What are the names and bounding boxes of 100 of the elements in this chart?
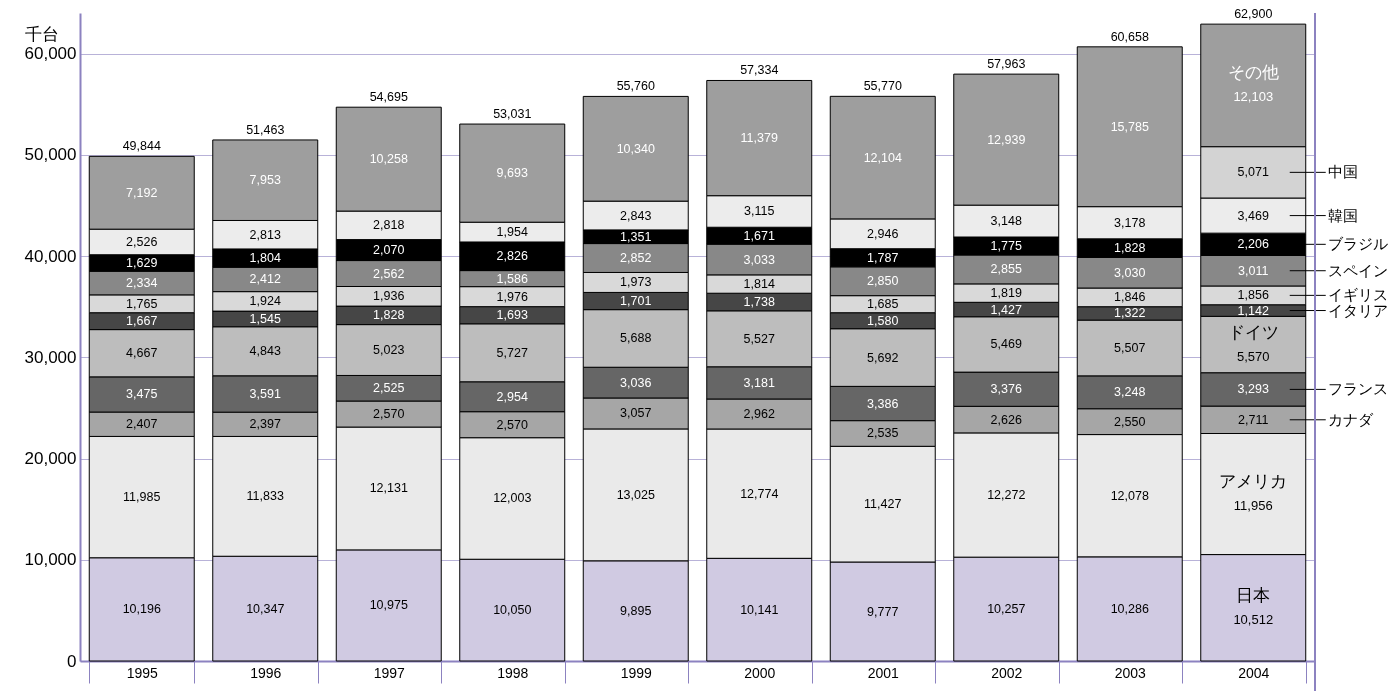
data-label: 1,828 [373, 308, 405, 323]
data-label: 1,954 [496, 225, 528, 240]
data-label: 13,025 [616, 487, 655, 502]
data-label: 1,629 [126, 255, 158, 270]
data-label: 3,057 [620, 406, 652, 421]
data-label: 10,512 [1233, 611, 1274, 627]
total-label: 57,963 [987, 57, 1026, 72]
data-label: 10,347 [246, 601, 285, 616]
series-label: その他 [1227, 63, 1279, 83]
data-label: 2,813 [249, 227, 281, 242]
data-label: 3,475 [126, 387, 158, 402]
y-tick-label: 50,000 [24, 145, 77, 165]
data-label: 12,774 [740, 486, 779, 501]
data-label: 2,626 [990, 412, 1022, 427]
data-label: 1,351 [620, 229, 652, 244]
data-label: 4,667 [126, 346, 158, 361]
data-label: 10,340 [616, 141, 655, 156]
data-label: 1,701 [620, 294, 652, 309]
data-label: 2,334 [126, 276, 158, 291]
data-label: 3,030 [1114, 265, 1146, 280]
data-label: 11,985 [123, 490, 161, 505]
data-label: 2,550 [1114, 414, 1146, 429]
x-tick-label: 2004 [1238, 664, 1270, 681]
data-label: 7,192 [126, 185, 158, 200]
data-label: 2,826 [496, 249, 528, 264]
data-label: 10,050 [493, 603, 532, 618]
data-label: 12,939 [987, 132, 1026, 147]
data-label: 9,777 [867, 604, 899, 619]
x-tick-label: 2000 [744, 664, 776, 681]
data-label: 1,976 [496, 289, 528, 304]
data-label: 1,856 [1237, 288, 1269, 303]
data-label: 10,196 [122, 602, 161, 617]
data-label: 1,667 [126, 314, 158, 329]
total-label: 53,031 [493, 107, 532, 122]
data-label: 2,855 [990, 262, 1022, 277]
data-label: 5,727 [496, 345, 528, 360]
total-label: 57,334 [740, 63, 779, 78]
total-label: 62,900 [1234, 7, 1273, 22]
data-label: 3,376 [990, 382, 1022, 397]
data-label: 1,804 [249, 251, 281, 266]
y-tick-label: 40,000 [24, 246, 77, 266]
data-label: 2,562 [373, 266, 405, 281]
y-tick-label: 20,000 [24, 449, 77, 468]
data-label: 2,397 [249, 417, 281, 432]
data-label: 2,711 [1238, 412, 1269, 427]
data-label: 11,379 [740, 131, 778, 146]
data-label: 12,103 [1233, 89, 1274, 105]
data-label: 1,936 [373, 289, 405, 304]
data-label: 1,814 [743, 277, 775, 292]
x-tick-label: 1997 [373, 664, 406, 681]
data-label: 3,178 [1114, 215, 1146, 230]
data-label: 1,580 [867, 313, 899, 328]
data-label: 1,693 [496, 308, 528, 323]
data-label: 3,181 [743, 375, 775, 390]
legend-label: 韓国 [1327, 206, 1358, 224]
data-label: 5,527 [743, 331, 775, 346]
data-label: 10,975 [369, 598, 408, 613]
total-label: 60,658 [1110, 29, 1149, 44]
data-label: 1,765 [126, 296, 158, 311]
data-label: 1,685 [867, 297, 899, 312]
series-label: アメリカ [1219, 472, 1288, 492]
data-label: 12,078 [1110, 488, 1149, 503]
data-label: 2,407 [126, 417, 158, 432]
data-label: 2,852 [620, 251, 652, 266]
data-label: 3,036 [620, 375, 652, 390]
data-label: 3,293 [1237, 382, 1269, 397]
data-label: 2,535 [867, 426, 899, 441]
data-label: 10,258 [369, 152, 408, 167]
data-label: 10,286 [1110, 601, 1149, 616]
data-label: 1,924 [249, 294, 281, 309]
legend-label: カナダ [1327, 410, 1374, 428]
x-tick-label: 1998 [497, 664, 529, 681]
data-label: 1,738 [743, 295, 775, 310]
y-axis-title: 千台 [24, 25, 59, 44]
data-label: 1,973 [620, 275, 652, 290]
data-label: 2,843 [620, 208, 652, 223]
data-label: 2,412 [249, 272, 281, 287]
data-label: 11,833 [246, 489, 284, 504]
data-label: 9,895 [620, 603, 652, 618]
data-label: 1,828 [1114, 241, 1146, 256]
data-label: 2,525 [373, 381, 405, 396]
data-label: 5,023 [373, 343, 405, 358]
data-label: 5,507 [1114, 340, 1146, 355]
data-label: 3,011 [1238, 263, 1269, 278]
x-tick-label: 2003 [1114, 664, 1147, 681]
data-label: 2,070 [373, 243, 405, 258]
legend-label: 中国 [1327, 163, 1358, 181]
total-label: 49,844 [122, 139, 161, 154]
data-label: 3,248 [1114, 385, 1146, 400]
x-tick-label: 2001 [867, 664, 900, 681]
data-label: 3,148 [990, 214, 1022, 229]
legend-label: イタリア [1327, 301, 1388, 319]
data-label: 11,956 [1233, 498, 1273, 514]
y-tick-label: 60,000 [24, 44, 77, 63]
total-label: 55,760 [616, 79, 655, 94]
data-label: 9,693 [496, 166, 528, 181]
data-label: 2,962 [743, 406, 775, 421]
legend-label: スペイン [1327, 261, 1388, 279]
data-label: 2,954 [496, 389, 528, 404]
data-label: 3,033 [743, 252, 775, 267]
